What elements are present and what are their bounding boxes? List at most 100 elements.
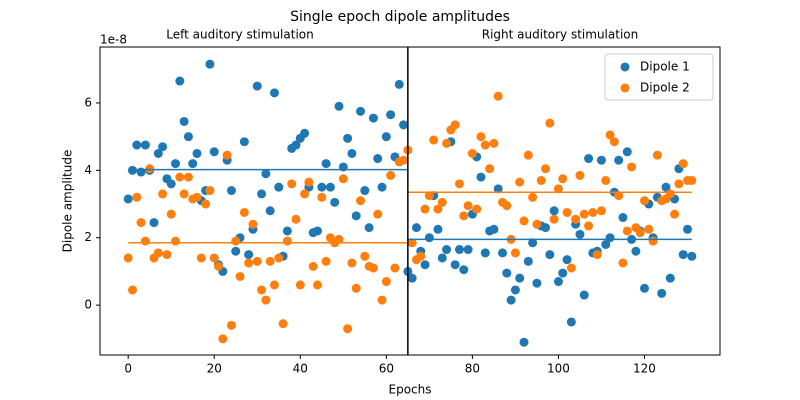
point [575,229,585,239]
point [592,250,602,260]
x-tick-label: 120 [633,362,656,376]
point [605,233,615,243]
y-tick-label: 2 [84,230,92,244]
point [502,268,512,278]
point [257,285,267,295]
point [373,154,383,164]
point [450,120,460,130]
point [476,172,486,182]
point [153,148,163,158]
chart-title: Single epoch dipole amplitudes [290,9,510,25]
point [364,223,374,233]
point [609,137,619,147]
point [536,175,546,185]
point [515,273,525,283]
point [575,170,585,180]
point [639,196,649,206]
point [321,159,331,169]
y-axis-label: Dipole amplitude [61,150,75,253]
x-tick-label: 100 [547,362,570,376]
point [519,337,529,347]
point [493,91,503,101]
point [325,182,335,192]
point [175,172,185,182]
point [442,245,452,255]
point [312,226,322,236]
point [584,221,594,231]
point [244,258,254,268]
point [158,189,168,199]
point [158,142,168,152]
point [571,214,581,224]
point [627,162,637,172]
point [562,255,572,265]
plot-frame [99,46,721,356]
point [463,245,473,255]
point [411,223,421,233]
point [282,236,292,246]
point [639,283,649,293]
point [239,207,249,217]
point [459,265,469,275]
point [205,59,215,69]
point [622,147,632,157]
point [416,251,426,261]
point [373,209,383,219]
point [265,256,275,266]
point [356,196,366,206]
point [360,186,370,196]
point [252,81,262,91]
point [192,148,202,158]
point [407,273,417,283]
point [274,253,284,263]
point [605,130,615,140]
point [140,140,150,150]
point [162,250,172,260]
point [209,147,219,157]
point [622,226,632,236]
point [295,280,305,290]
point [192,192,202,202]
point [381,277,391,287]
point [226,320,236,330]
point [584,154,594,164]
x-axis-label: Epochs [389,383,432,397]
point [278,319,288,329]
point [566,317,576,327]
point [549,206,559,216]
point [248,219,258,229]
point [291,214,301,224]
point [661,182,671,192]
annotation: Left auditory stimulation [166,28,313,42]
point [515,177,525,187]
point [657,288,667,298]
point [132,192,142,202]
point [480,248,490,258]
point [347,258,357,268]
point [257,189,267,199]
point [347,148,357,158]
point [244,250,254,260]
point [545,118,555,128]
point [601,175,611,185]
point [188,159,198,169]
point [429,135,439,145]
point [287,179,297,189]
point [166,179,176,189]
point [231,236,241,246]
point [153,248,163,258]
point [291,140,301,150]
legend-marker [620,62,630,72]
point [467,148,477,158]
point [549,214,559,224]
point [179,189,189,199]
point [171,159,181,169]
point [433,204,443,214]
point [214,261,224,271]
point [317,182,327,192]
point [274,182,284,192]
point [450,260,460,270]
point [433,224,443,234]
point [351,211,361,221]
